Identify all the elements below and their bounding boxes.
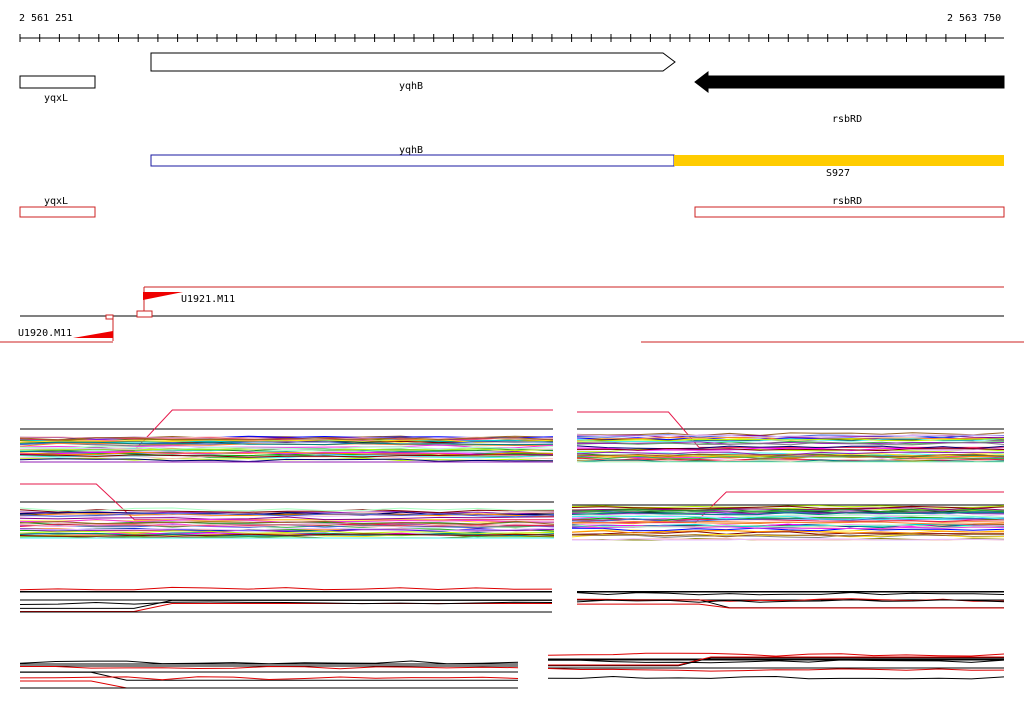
expression-profile-line (19, 523, 555, 528)
expression-profile-line (576, 447, 1005, 452)
promoter-label-U1920: U1920.M11 (18, 328, 73, 339)
gene-label-yqxL: yqxL (44, 93, 69, 104)
expression-profile-line (571, 505, 1005, 509)
expression-profile-line (571, 520, 1005, 525)
expression-profile-line (571, 513, 1005, 518)
expression-profile-line (576, 455, 1005, 460)
expression-profile-line (19, 507, 555, 512)
expression-profile-line (576, 598, 1005, 602)
expression-profile-line (576, 591, 1005, 596)
panel-low-right (576, 591, 1005, 609)
transcript-S927[interactable] (674, 155, 1004, 166)
expression-profile-line (19, 676, 519, 681)
operon-rsbRD[interactable] (694, 206, 1005, 218)
panel-mid-right (571, 491, 1005, 541)
transcript-track (150, 154, 1004, 167)
expression-profile-line (19, 439, 554, 444)
expression-profile-line (20, 599, 552, 609)
expression-profile-line (576, 441, 1005, 446)
expression-profile-line (19, 520, 555, 525)
coordinate-end-label: 2 563 750 (947, 13, 1002, 24)
panel-bottom-left (19, 660, 519, 689)
expression-profile-line (576, 445, 1005, 450)
expression-profile-line (19, 441, 554, 446)
expression-profile-line (548, 657, 1004, 667)
operon-yqxL[interactable] (19, 206, 96, 218)
operon-label-yqxL: yqxL (44, 196, 69, 207)
expression-profile-line (572, 533, 1005, 538)
panel-top-left (19, 409, 554, 463)
expression-profile-line (19, 601, 553, 605)
expression-profile-line (571, 515, 1005, 520)
expression-profile-line (19, 513, 555, 517)
panel-top-right (576, 411, 1005, 463)
transcript-label-yqhB: yqhB (399, 145, 424, 156)
panel-bottom-right (547, 652, 1005, 680)
promoter-label-U1921: U1921.M11 (181, 294, 236, 305)
expression-profile-line (19, 448, 554, 453)
expression-profile-line (571, 524, 1005, 528)
expression-profile-line (20, 603, 552, 612)
gene-yqxL[interactable] (19, 75, 96, 89)
expression-profile-line (576, 434, 1005, 438)
expression-profile-line (577, 603, 1004, 609)
expression-profile-line (572, 538, 1005, 541)
panel-mid-left (19, 483, 555, 539)
expression-profile-line (20, 680, 518, 689)
panel-low-left (19, 586, 553, 613)
expression-profile-line (571, 511, 1004, 516)
expression-profile-line (19, 586, 553, 591)
expression-profile-line (20, 671, 518, 681)
expression-profile-line (19, 533, 555, 537)
expression-profile-line (576, 441, 1005, 445)
gene-rsbRD-arrow[interactable] (694, 70, 1005, 94)
expression-profile-line (547, 668, 1005, 672)
operon-label-rsbRD: rsbRD (832, 196, 863, 207)
expression-profile-line (548, 656, 1004, 666)
expression-profile-line (19, 530, 555, 534)
expression-profile-line (571, 527, 1005, 532)
expression-profile-line (19, 445, 554, 450)
gene-track (19, 52, 1005, 94)
expression-profile-line (571, 508, 1005, 513)
expression-profile-line (576, 453, 1005, 458)
expression-profile-line (547, 659, 1005, 664)
expression-profile-line (576, 455, 1005, 459)
expression-profile-line (19, 516, 555, 521)
expression-profile-line (571, 529, 1005, 534)
operon-track (19, 206, 1005, 218)
expression-profile-line (19, 437, 554, 441)
expression-profile-line (19, 513, 555, 518)
gene-label-yqhB: yqhB (399, 81, 424, 92)
expression-profile-line (20, 665, 519, 670)
promoter-U1920-flag[interactable] (73, 331, 113, 338)
expression-profile-line (19, 451, 554, 456)
transcript-label-S927: S927 (826, 168, 851, 179)
expression-profiles (19, 409, 1005, 689)
expression-profile-line (19, 527, 555, 531)
coordinate-ruler (19, 34, 1004, 42)
expression-profile-line (547, 652, 1005, 657)
gene-yqhB-arrow[interactable] (150, 52, 676, 72)
transcript-yqhB[interactable] (150, 154, 675, 167)
expression-profile-line (571, 513, 1005, 518)
promoter-track (0, 286, 1024, 343)
gene-label-rsbRD: rsbRD (832, 114, 863, 125)
expression-profile-line (547, 675, 1005, 680)
expression-profile-line (576, 432, 1005, 437)
coordinate-start-label: 2 561 251 (19, 13, 74, 24)
expression-profile-line (19, 458, 554, 463)
expression-profile-line (576, 438, 1005, 442)
expression-profile-line (19, 660, 519, 665)
expression-profile-line (576, 599, 1005, 603)
expression-profile-line (571, 517, 1005, 522)
promoter-U1921-flag[interactable] (143, 292, 183, 300)
expression-profile-line (19, 454, 554, 458)
